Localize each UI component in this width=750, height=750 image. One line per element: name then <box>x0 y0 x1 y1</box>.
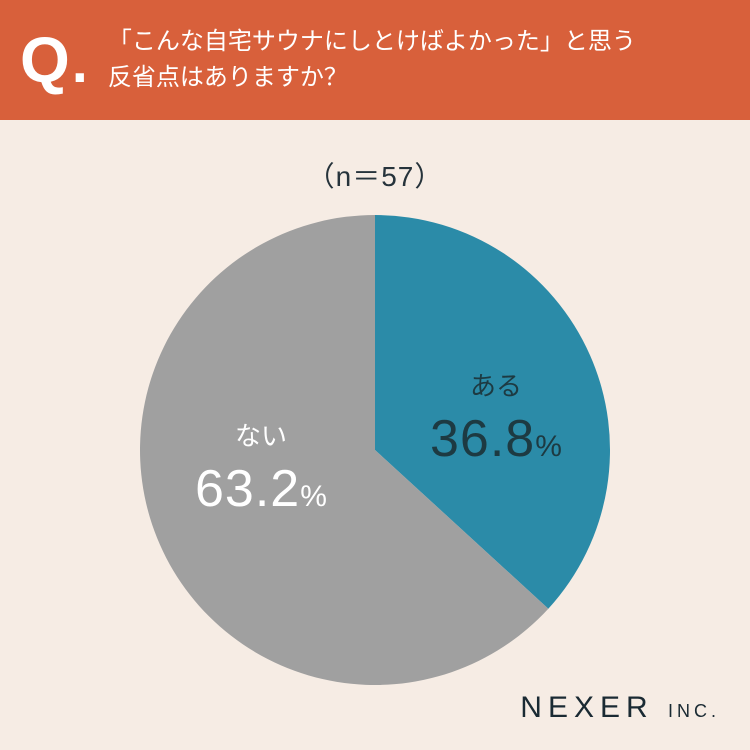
brand-suffix: INC. <box>668 701 720 721</box>
q-letter: Q <box>20 24 72 96</box>
slice-title-nai: ない <box>195 420 327 453</box>
brand-name: NEXER <box>520 691 653 724</box>
sample-size: （n＝57） <box>0 155 750 195</box>
slice-label-aru: ある 36.8% <box>430 370 562 472</box>
slice-value-nai: 63.2 <box>195 460 300 518</box>
slice-label-nai: ない 63.2% <box>195 420 327 522</box>
slice-value-aru: 36.8 <box>430 410 535 468</box>
chart-area: （n＝57） ある 36.8% ない 63.2% NEXER INC. <box>0 120 750 750</box>
q-mark: Q. <box>20 28 90 92</box>
question-line2: 反省点はありますか？ <box>108 64 348 91</box>
slice-title-aru: ある <box>430 370 562 403</box>
pie-chart: ある 36.8% ない 63.2% <box>140 215 610 685</box>
question-line1: 「こんな自宅サウナにしとけばよかった」と思う <box>108 28 636 55</box>
slice-pct-nai: % <box>300 480 327 513</box>
brand-footer: NEXER INC. <box>520 691 720 725</box>
slice-pct-aru: % <box>535 430 562 463</box>
question-text: 「こんな自宅サウナにしとけばよかった」と思う 反省点はありますか？ <box>108 24 636 96</box>
question-header: Q. 「こんな自宅サウナにしとけばよかった」と思う 反省点はありますか？ <box>0 0 750 120</box>
q-dot: . <box>72 30 90 95</box>
